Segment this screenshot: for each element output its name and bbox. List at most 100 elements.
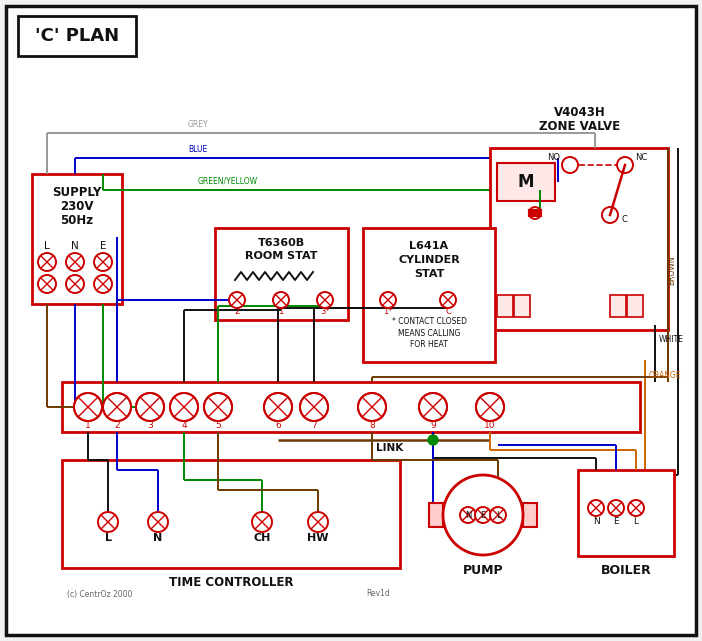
Text: 50Hz: 50Hz [60, 213, 93, 226]
Circle shape [204, 393, 232, 421]
Text: 3: 3 [147, 420, 153, 429]
Bar [610, 295, 626, 317]
Text: PUMP: PUMP [463, 565, 503, 578]
Text: L: L [105, 533, 112, 543]
Text: GREEN/YELLOW: GREEN/YELLOW [198, 177, 258, 186]
Circle shape [602, 207, 618, 223]
Text: HW: HW [307, 533, 329, 543]
Text: M: M [518, 173, 534, 191]
Text: 4: 4 [181, 420, 187, 429]
Circle shape [229, 292, 245, 308]
Circle shape [490, 507, 506, 523]
Circle shape [300, 393, 328, 421]
Text: STAT: STAT [413, 269, 444, 279]
Text: ROOM STAT: ROOM STAT [245, 251, 318, 261]
Circle shape [170, 393, 198, 421]
Text: TIME CONTROLLER: TIME CONTROLLER [168, 576, 293, 588]
Circle shape [38, 275, 56, 293]
Circle shape [440, 292, 456, 308]
Text: BOILER: BOILER [601, 563, 651, 576]
Text: T6360B: T6360B [258, 238, 305, 248]
Circle shape [38, 253, 56, 271]
Text: 7: 7 [311, 420, 317, 429]
Circle shape [66, 275, 84, 293]
Circle shape [380, 292, 396, 308]
Bar [32, 174, 122, 304]
Text: 2: 2 [234, 308, 239, 317]
Text: L: L [44, 241, 50, 251]
Text: 3*: 3* [320, 308, 330, 317]
Text: Rev1d: Rev1d [366, 590, 390, 599]
Circle shape [628, 500, 644, 516]
Text: E: E [480, 510, 486, 519]
Circle shape [264, 393, 292, 421]
Circle shape [252, 512, 272, 532]
Text: E: E [100, 241, 106, 251]
Text: L: L [633, 517, 639, 526]
Circle shape [608, 500, 624, 516]
Circle shape [317, 292, 333, 308]
Circle shape [308, 512, 328, 532]
Bar [62, 460, 400, 568]
Bar [514, 295, 530, 317]
Circle shape [94, 253, 112, 271]
Text: NO: NO [547, 153, 560, 163]
Text: 5: 5 [215, 420, 221, 429]
Circle shape [419, 393, 447, 421]
Text: CYLINDER: CYLINDER [398, 255, 460, 265]
Text: 8: 8 [369, 420, 375, 429]
Bar [429, 503, 443, 527]
Text: NC: NC [635, 153, 647, 163]
Text: C: C [445, 308, 451, 317]
Circle shape [273, 292, 289, 308]
Bar [215, 228, 348, 320]
Text: 1: 1 [85, 420, 91, 429]
Text: L: L [496, 510, 501, 519]
Bar [363, 228, 495, 362]
Bar [627, 295, 643, 317]
Text: BLUE: BLUE [188, 145, 207, 154]
Text: 'C' PLAN: 'C' PLAN [35, 27, 119, 45]
Bar [578, 470, 674, 556]
Text: ORANGE: ORANGE [649, 370, 682, 379]
Bar [497, 163, 555, 201]
Circle shape [476, 393, 504, 421]
Text: 10: 10 [484, 420, 496, 429]
Circle shape [428, 435, 438, 445]
Text: CH: CH [253, 533, 271, 543]
Text: V4043H: V4043H [554, 106, 606, 119]
Text: 9: 9 [430, 420, 436, 429]
Text: GREY: GREY [188, 120, 208, 129]
Text: L641A: L641A [409, 241, 449, 251]
Circle shape [562, 157, 578, 173]
Text: BROWN: BROWN [668, 255, 677, 285]
Circle shape [74, 393, 102, 421]
Circle shape [358, 393, 386, 421]
Text: SUPPLY: SUPPLY [53, 185, 102, 199]
Bar [62, 382, 640, 432]
Bar [490, 148, 668, 330]
Text: N: N [153, 533, 163, 543]
Circle shape [98, 512, 118, 532]
Text: (c) CentrOz 2000: (c) CentrOz 2000 [67, 590, 133, 599]
Circle shape [103, 393, 131, 421]
Text: ZONE VALVE: ZONE VALVE [539, 119, 621, 133]
Circle shape [617, 157, 633, 173]
Circle shape [460, 507, 476, 523]
Text: 1: 1 [279, 308, 284, 317]
Bar [497, 295, 513, 317]
Text: E: E [613, 517, 618, 526]
Text: 2: 2 [114, 420, 120, 429]
Text: 230V: 230V [60, 199, 94, 213]
Circle shape [588, 500, 604, 516]
Circle shape [136, 393, 164, 421]
Circle shape [475, 507, 491, 523]
Text: 1*: 1* [383, 308, 392, 317]
Circle shape [529, 207, 541, 219]
Bar [523, 503, 537, 527]
Text: C: C [622, 215, 628, 224]
Circle shape [66, 253, 84, 271]
Circle shape [148, 512, 168, 532]
Text: N: N [465, 510, 471, 519]
Circle shape [443, 475, 523, 555]
